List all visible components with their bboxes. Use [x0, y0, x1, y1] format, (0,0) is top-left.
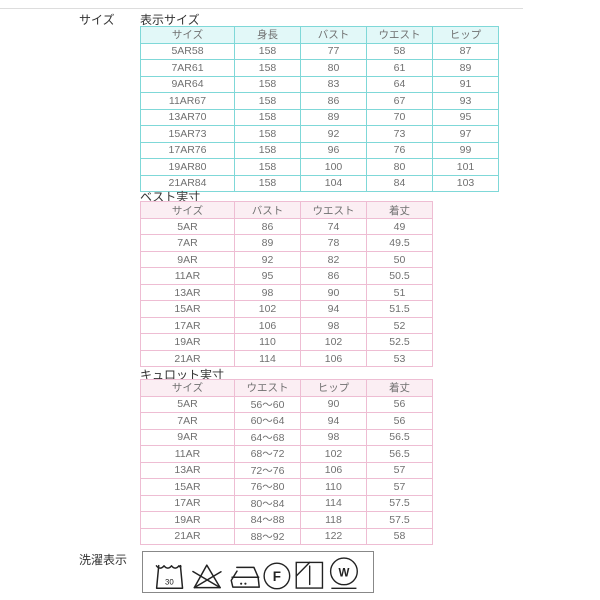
- svg-text:30: 30: [165, 577, 174, 586]
- svg-text:W: W: [339, 567, 350, 579]
- svg-text:F: F: [273, 569, 281, 584]
